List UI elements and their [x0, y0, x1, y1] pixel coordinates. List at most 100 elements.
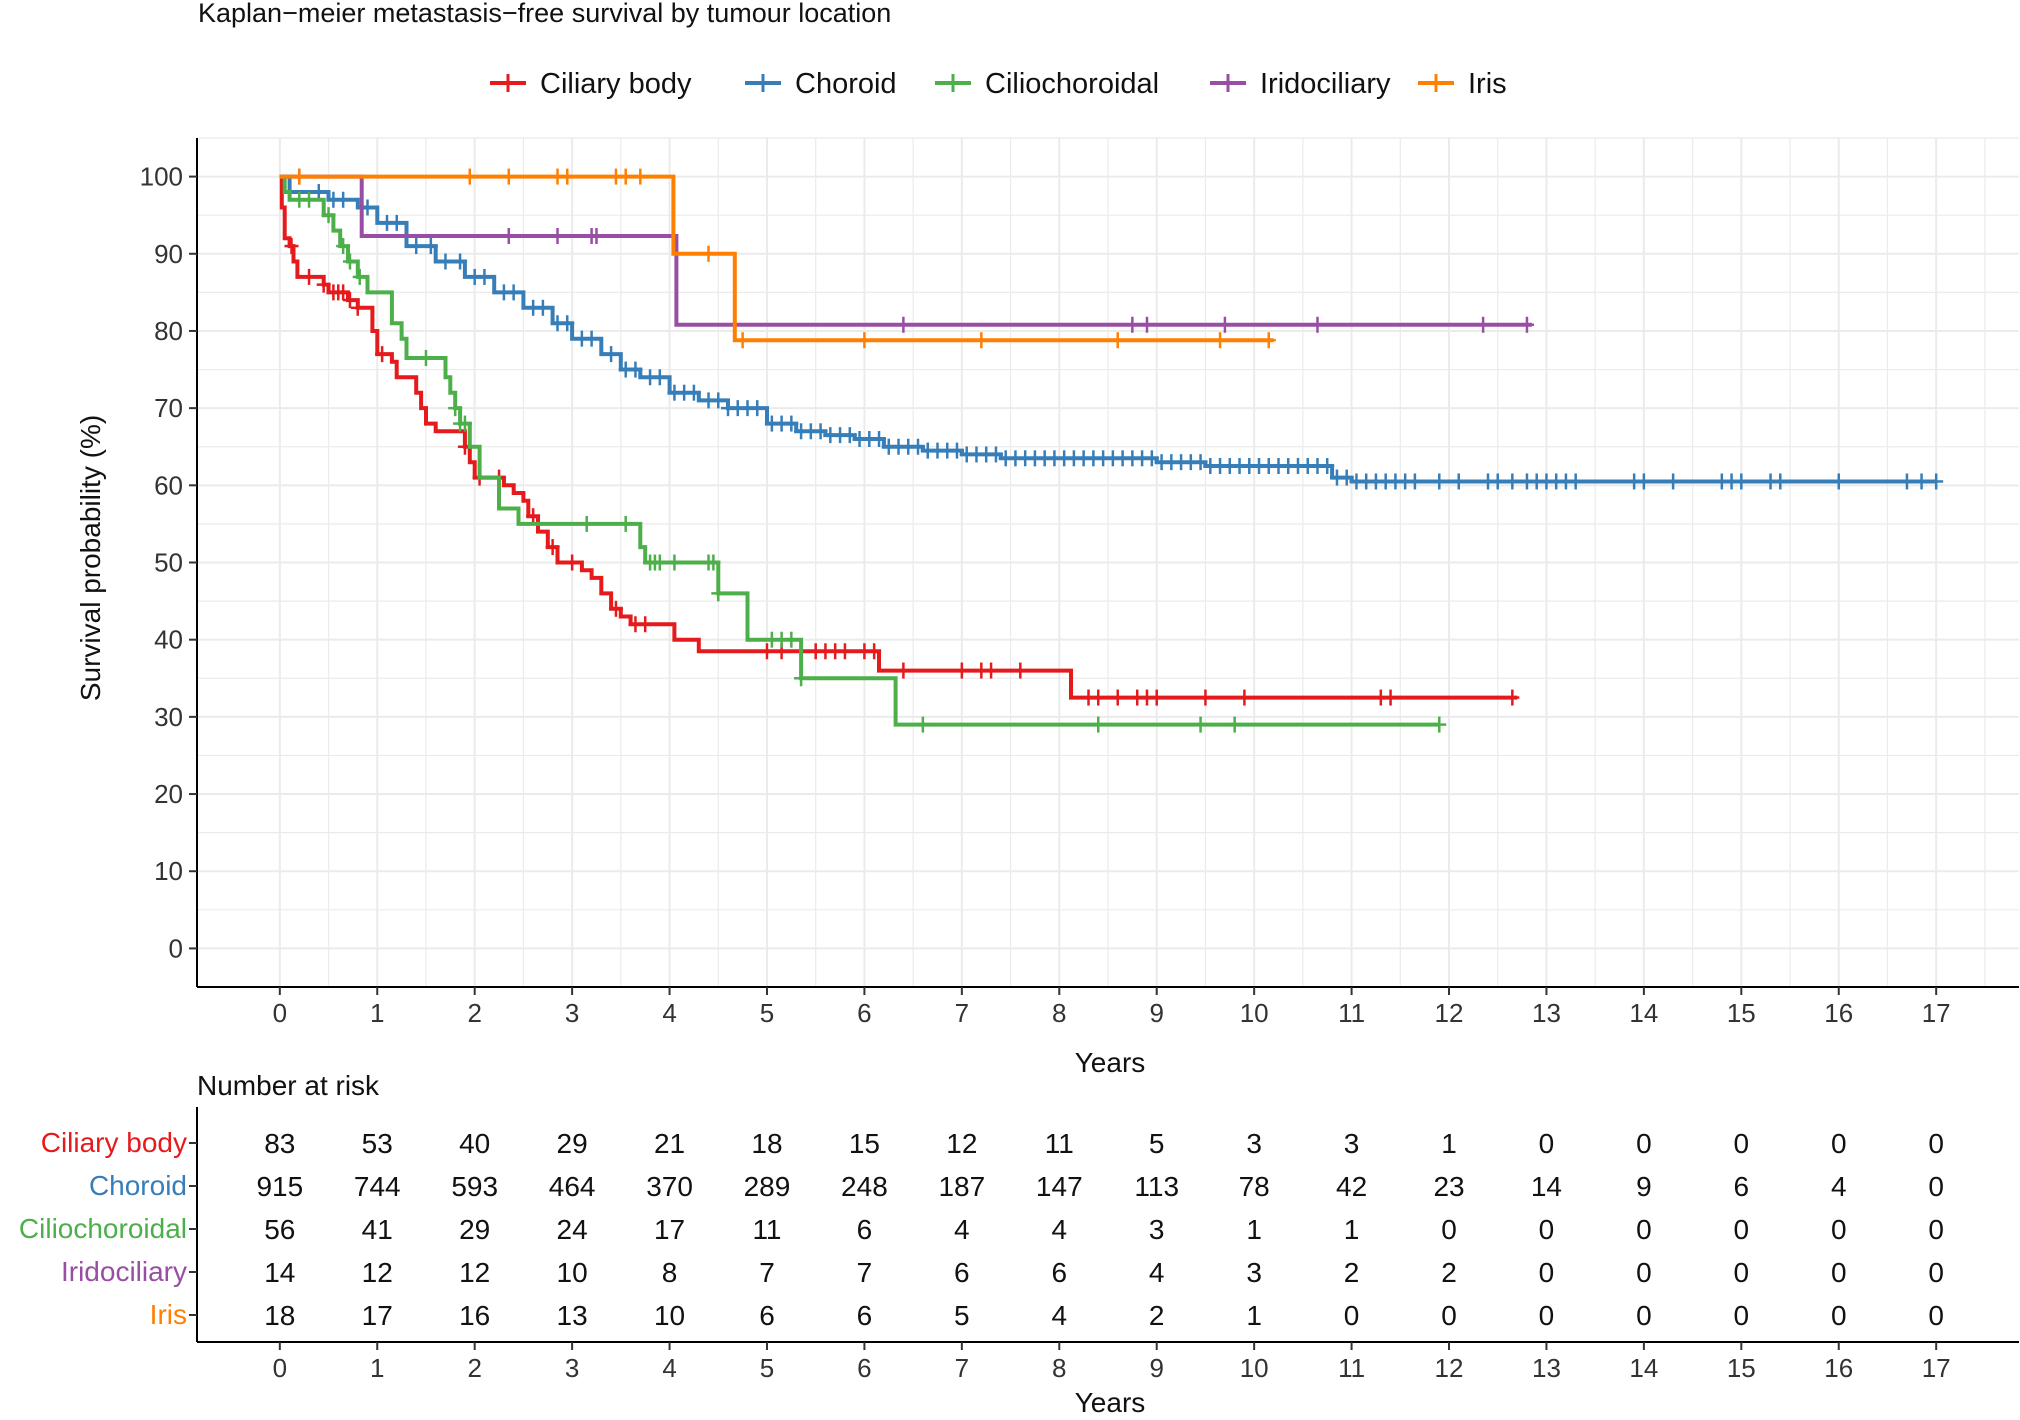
risk-x-tick-label: 8 [1052, 1353, 1066, 1383]
censor-mark [1831, 473, 1846, 490]
risk-x-axis-label: Years [1075, 1387, 1146, 1415]
y-tick-label: 50 [154, 548, 183, 578]
risk-cell: 29 [459, 1214, 490, 1245]
censor-mark [1091, 716, 1106, 733]
censor-mark [535, 299, 550, 316]
censor-mark [949, 442, 964, 459]
legend-item-ciliary-body: Ciliary body [490, 68, 692, 100]
censor-mark [560, 168, 575, 185]
km-curve-ciliochoroidal [279, 174, 1440, 727]
risk-cell: 0 [1539, 1300, 1555, 1331]
risk-cell: 187 [938, 1171, 985, 1202]
censor-mark [579, 515, 594, 532]
y-tick-label: 10 [154, 856, 183, 886]
risk-row-label: Choroid [89, 1170, 187, 1201]
censor-mark [1407, 473, 1422, 490]
censor-mark [794, 670, 809, 687]
series-choroid [279, 174, 1944, 490]
plot-grid [197, 137, 2019, 987]
censor-mark [638, 616, 653, 633]
censor-mark [1213, 332, 1228, 349]
censor-mark [462, 168, 477, 185]
censor-mark [711, 392, 726, 409]
risk-cell: 0 [1734, 1128, 1750, 1159]
x-tick-label: 1 [370, 998, 384, 1028]
y-tick-label: 60 [154, 470, 183, 500]
censor-mark [501, 228, 516, 245]
x-tick-label: 15 [1727, 998, 1756, 1028]
censor-mark [1568, 473, 1583, 490]
censor-mark [418, 349, 433, 366]
censor-mark [1432, 473, 1447, 490]
risk-cell: 18 [751, 1128, 782, 1159]
censor-mark [618, 515, 633, 532]
censor-mark [628, 361, 643, 378]
risk-cell: 2 [1149, 1300, 1165, 1331]
risk-cell: 0 [1928, 1300, 1944, 1331]
censor-mark [911, 438, 926, 455]
censor-mark [375, 346, 390, 363]
censor-mark [389, 214, 404, 231]
risk-cell: 40 [459, 1128, 490, 1159]
risk-cell: 464 [549, 1171, 596, 1202]
risk-cell: 3 [1246, 1257, 1262, 1288]
censor-mark [857, 332, 872, 349]
risk-cell: 0 [1734, 1257, 1750, 1288]
risk-cell: 0 [1734, 1300, 1750, 1331]
risk-cell: 0 [1539, 1214, 1555, 1245]
series-iris [279, 168, 1276, 349]
censor-mark [1476, 316, 1491, 333]
censor-mark [686, 384, 701, 401]
censor-mark [1149, 689, 1164, 706]
risk-cell: 5 [954, 1300, 970, 1331]
risk-cell: 0 [1831, 1257, 1847, 1288]
risk-row-ciliochoroidal: Ciliochoroidal 56 41 29 24 17 11 6 4 4 3 1 1 0 0 0 0 0 0 [19, 1213, 1944, 1245]
censor-mark [1217, 316, 1232, 333]
censor-mark [652, 369, 667, 386]
x-tick-label: 13 [1532, 998, 1561, 1028]
risk-cell: 147 [1036, 1171, 1083, 1202]
x-tick-label: 0 [273, 998, 287, 1028]
censor-mark [321, 207, 336, 224]
risk-x-tick-label: 17 [1922, 1353, 1951, 1383]
censor-mark [336, 191, 351, 208]
censor-mark [1339, 469, 1354, 486]
risk-cell: 1 [1441, 1128, 1457, 1159]
censor-mark [584, 330, 599, 347]
risk-cell: 4 [1051, 1214, 1067, 1245]
risk-x-tick-label: 3 [565, 1353, 579, 1383]
risk-row-choroid: Choroid 915 744 593 464 370 289 248 187 147 113 78 4… [89, 1170, 1944, 1202]
censor-mark [867, 643, 882, 660]
y-tick-label: 0 [169, 933, 183, 963]
risk-cell: 0 [1928, 1214, 1944, 1245]
risk-cell: 11 [752, 1214, 781, 1245]
censor-mark [974, 332, 989, 349]
censor-mark [1320, 458, 1335, 475]
censor-mark [1432, 716, 1447, 733]
censor-mark [1383, 689, 1398, 706]
risk-cell: 0 [1539, 1257, 1555, 1288]
censor-mark [1310, 316, 1325, 333]
risk-x-tick-label: 9 [1149, 1353, 1163, 1383]
censor-mark [813, 423, 828, 440]
risk-cell: 7 [857, 1257, 873, 1288]
risk-row-label: Iris [150, 1299, 187, 1330]
censor-mark [896, 316, 911, 333]
censor-mark [872, 431, 887, 448]
censor-mark [506, 284, 521, 301]
risk-cell: 14 [264, 1257, 295, 1288]
censor-mark [667, 554, 682, 571]
risk-cell: 744 [354, 1171, 401, 1202]
censor-mark [336, 284, 351, 301]
risk-cell: 593 [451, 1171, 498, 1202]
risk-cell: 21 [654, 1128, 685, 1159]
censor-mark [438, 253, 453, 270]
censor-mark [915, 716, 930, 733]
censor-mark [501, 168, 516, 185]
risk-cell: 3 [1344, 1128, 1360, 1159]
censor-mark [1139, 316, 1154, 333]
risk-cell: 0 [1636, 1300, 1652, 1331]
risk-cell: 18 [264, 1300, 295, 1331]
series-ciliochoroidal [279, 174, 1447, 733]
